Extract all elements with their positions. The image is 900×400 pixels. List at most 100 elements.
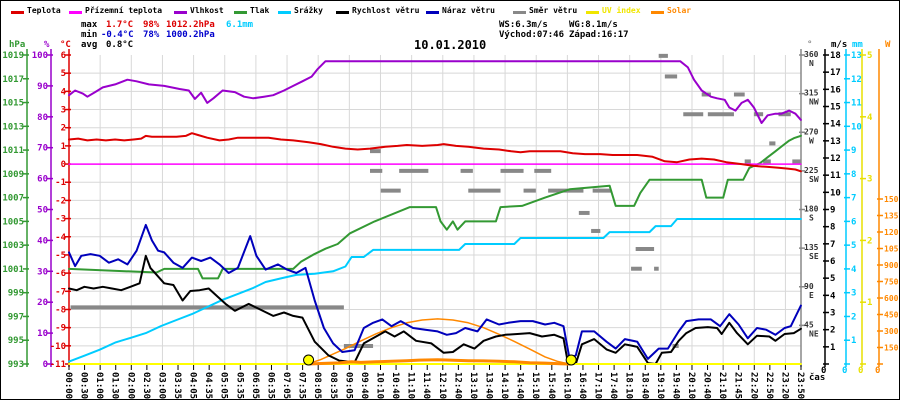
wind-direction-series	[70, 53, 801, 348]
svg-text:-1: -1	[55, 178, 66, 188]
stat-max-pressure: 1012.2hPa	[166, 20, 215, 30]
legend-label-smer: Směr větru	[529, 6, 578, 15]
svg-text:2: 2	[867, 236, 872, 246]
svg-text:8: 8	[830, 223, 835, 233]
solar_teor-series	[306, 318, 570, 365]
svg-text:m/s: m/s	[831, 40, 847, 50]
svg-text:02:30: 02:30	[141, 372, 151, 399]
svg-text:1013: 1013	[2, 122, 24, 132]
svg-text:10: 10	[37, 329, 48, 339]
svg-text:10: 10	[851, 122, 862, 132]
svg-text:11: 11	[851, 99, 862, 109]
svg-text:21:10: 21:10	[717, 372, 727, 399]
svg-text:W: W	[809, 136, 814, 145]
svg-text:995: 995	[8, 336, 24, 346]
svg-text:70: 70	[37, 144, 48, 154]
svg-text:360: 360	[804, 50, 819, 59]
svg-text:22:20: 22:20	[748, 372, 758, 399]
svg-text:1017: 1017	[2, 75, 24, 85]
svg-text:°: °	[807, 40, 812, 50]
svg-text:E: E	[809, 291, 814, 300]
svg-text:-9: -9	[55, 324, 66, 334]
svg-text:6: 6	[830, 257, 835, 267]
svg-text:hPa: hPa	[9, 40, 25, 50]
sunrise-time: Východ:07:46	[499, 30, 565, 40]
svg-text:135: 135	[804, 243, 819, 252]
svg-text:09:05: 09:05	[343, 372, 353, 399]
svg-text:1009: 1009	[2, 170, 24, 180]
svg-text:12: 12	[851, 75, 862, 85]
stat-min-temp: -0.4°C	[101, 30, 134, 40]
svg-text:11: 11	[830, 171, 841, 181]
svg-text:13:10: 13:10	[468, 372, 478, 399]
svg-text:19:40: 19:40	[670, 372, 680, 399]
svg-text:2: 2	[61, 124, 66, 134]
svg-text:20:40: 20:40	[702, 372, 712, 399]
svg-text:1015: 1015	[2, 99, 24, 109]
svg-text:mm: mm	[852, 40, 863, 50]
svg-text:11:10: 11:10	[406, 372, 416, 399]
svg-text:13: 13	[830, 137, 841, 147]
svg-text:16: 16	[830, 85, 841, 95]
svg-text:5: 5	[830, 274, 835, 284]
svg-text:-10: -10	[50, 342, 66, 352]
stat-rain-total: 6.1mm	[226, 20, 254, 30]
svg-text:4: 4	[867, 113, 873, 123]
rychlost-series	[68, 254, 802, 365]
svg-text:05:05: 05:05	[219, 372, 229, 399]
time-axis: 00:00 00:30 01:00 01:30 02:00 02:30 03:00 03:35…	[63, 364, 825, 399]
sun-markers	[303, 354, 577, 366]
legend-swatch-srazky	[278, 11, 291, 14]
svg-text:10: 10	[830, 188, 841, 198]
svg-text:0: 0	[875, 366, 880, 376]
svg-text:W: W	[885, 40, 891, 50]
svg-text:14: 14	[830, 120, 841, 130]
svg-text:SE: SE	[809, 252, 819, 261]
legend-label-teplota: Teplota	[27, 6, 61, 15]
svg-text:1200: 1200	[884, 228, 899, 237]
sunset-time: Západ:16:17	[569, 30, 629, 40]
svg-text:18:40: 18:40	[639, 372, 649, 399]
svg-text:08:35: 08:35	[328, 372, 338, 399]
svg-text:1019: 1019	[2, 51, 24, 61]
legend-swatch-solar	[651, 11, 664, 14]
svg-text:1011: 1011	[2, 146, 24, 156]
svg-text:01:00: 01:00	[94, 372, 104, 399]
svg-text:23:20: 23:20	[779, 372, 789, 399]
svg-text:čas: čas	[809, 372, 825, 383]
teplota-series	[68, 132, 802, 173]
svg-text:600: 600	[884, 294, 899, 303]
svg-text:°C: °C	[60, 40, 71, 50]
svg-text:90: 90	[37, 82, 48, 92]
legend-swatch-uv	[586, 11, 599, 14]
svg-text:15:40: 15:40	[546, 372, 556, 399]
svg-text:50: 50	[37, 206, 48, 216]
svg-text:00:30: 00:30	[79, 372, 89, 399]
legend-swatch-smer	[513, 11, 526, 14]
svg-text:0: 0	[43, 360, 48, 370]
svg-text:6: 6	[851, 217, 856, 227]
svg-text:1003: 1003	[2, 241, 24, 251]
legend-swatch-tlak	[234, 11, 247, 14]
svg-text:-5: -5	[55, 251, 66, 261]
svg-text:999: 999	[8, 289, 24, 299]
svg-text:-8: -8	[55, 305, 66, 315]
svg-text:100: 100	[32, 51, 48, 61]
svg-text:300: 300	[884, 327, 899, 336]
svg-text:1: 1	[61, 142, 66, 152]
svg-text:06:05: 06:05	[250, 372, 260, 399]
svg-text:17:10: 17:10	[593, 372, 603, 399]
svg-text:N: N	[809, 59, 814, 68]
svg-text:08:05: 08:05	[312, 372, 322, 399]
uv-axis: 5 4 3 2 1 0	[858, 49, 873, 376]
svg-text:14:40: 14:40	[515, 372, 525, 399]
svg-text:5: 5	[851, 241, 856, 251]
svg-text:S: S	[809, 214, 814, 223]
legend-swatch-prizemni	[69, 11, 82, 14]
svg-text:07:05: 07:05	[281, 372, 291, 399]
svg-text:15:10: 15:10	[530, 372, 540, 399]
legend-swatch-rychlost	[336, 11, 349, 14]
